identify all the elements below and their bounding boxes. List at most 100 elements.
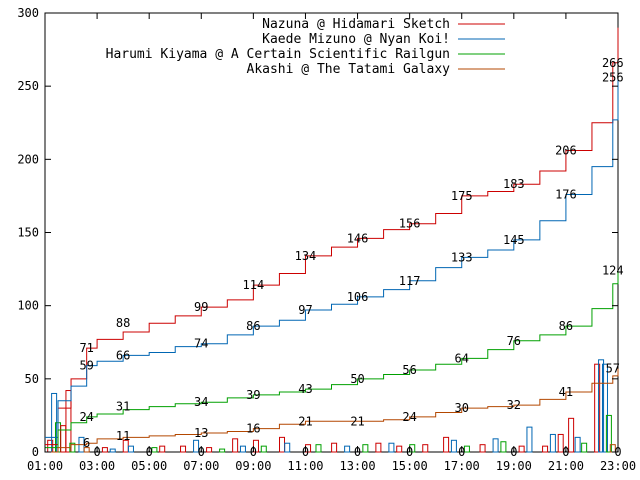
bar-22 [279,436,286,453]
data-label-s3-2: 13 [194,426,208,440]
data-label-s2-9: 86 [559,319,573,333]
data-label-s1-1: 66 [116,348,130,362]
data-label-s0-0: 71 [79,341,93,355]
bar-47 [581,442,588,453]
bar-48 [594,363,601,453]
bar-15 [193,439,200,453]
bars-layer [47,359,616,453]
series-line-2 [45,270,619,449]
bar-28 [362,444,369,453]
bar-label-4: 0 [302,445,309,459]
bar-25 [315,444,322,453]
data-label-s3-7: 30 [455,401,469,415]
bar-16 [206,447,213,453]
data-label-s3-10: 57 [606,362,620,376]
y-tick-label-4: 200 [17,152,39,166]
bar-17 [219,448,226,453]
bar-label-9: 0 [562,445,569,459]
bar-29 [375,442,382,453]
bar-30 [388,442,395,453]
bar-label-10: 0 [614,445,621,459]
y-tick-label-6: 300 [17,6,39,20]
bar-35 [450,439,457,453]
data-label-s2-4: 43 [298,382,312,396]
bar-49 [598,359,605,453]
data-label-s1-0: 59 [79,359,93,373]
bar-18 [232,438,239,453]
bar-label-7: 0 [458,445,465,459]
bar-40 [518,445,525,453]
bar-36 [463,445,470,453]
bar-19 [239,445,246,453]
series-line-0 [45,27,619,446]
bar-39 [500,441,507,453]
bar-13 [159,445,166,453]
data-label-s2-7: 64 [455,351,469,365]
data-label-s1-4: 97 [298,303,312,317]
data-label-s3-8: 32 [507,398,521,412]
bar-34 [443,436,450,453]
y-tick-label-1: 50 [25,372,39,386]
data-label-s1-10: 256 [602,70,624,84]
y-tick-label-0: 0 [32,445,39,459]
data-label-s2-10: 124 [602,264,624,278]
x-tick-label-1: 03:00 [79,459,115,473]
bar-7 [83,447,90,453]
data-label-s1-5: 106 [347,290,369,304]
x-tick-label-2: 05:00 [131,459,167,473]
data-label-s2-6: 56 [402,363,416,377]
bar-label-1: 0 [146,445,153,459]
x-tick-label-0: 01:00 [27,459,63,473]
x-tick-label-5: 11:00 [287,459,323,473]
data-label-s0-4: 134 [295,249,317,263]
x-tick-label-7: 15:00 [392,459,428,473]
data-label-s1-6: 117 [399,274,421,288]
bar-14 [180,445,187,453]
data-label-s3-0: 6 [83,436,90,450]
bar-51 [605,414,612,453]
x-tick-label-8: 17:00 [444,459,480,473]
x-tick-label-11: 23:00 [600,459,636,473]
data-label-s1-9: 176 [555,187,577,201]
data-label-s0-10: 266 [602,56,624,70]
data-label-s3-3: 16 [246,422,260,436]
data-label-s3-5: 21 [350,414,364,428]
bar-label-6: 0 [406,445,413,459]
bar-45 [568,417,575,453]
bar-4 [65,390,72,453]
bar-38 [492,438,499,453]
data-label-s0-6: 156 [399,217,421,231]
x-tick-label-3: 07:00 [183,459,219,473]
data-label-s0-5: 146 [347,231,369,245]
lines-layer [45,27,619,453]
data-label-s0-2: 99 [194,300,208,314]
bar-12 [151,447,158,453]
x-tick-label-10: 21:00 [548,459,584,473]
legend-label-0: Nazuna @ Hidamari Sketch [262,17,450,32]
x-axis: 01:00 03:00 05:00 07:00 09:00 11:00 13:00 15:00… [27,13,636,473]
bar-label-3: 0 [250,445,257,459]
bar-9 [109,448,116,453]
bar-8 [101,447,108,453]
data-label-s2-1: 31 [116,400,130,414]
bar-31 [396,445,403,453]
legend-label-1: Kaede Mizuno @ Nyan Koi! [262,32,450,47]
bar-43 [549,433,556,453]
bar-label-5: 0 [354,445,361,459]
data-labels-layer: 7188991141341461561751832062665966748697… [79,56,623,459]
bar-50 [601,363,608,453]
data-label-s2-0: 24 [79,410,93,424]
data-label-s0-1: 88 [116,316,130,330]
bar-37 [479,444,486,453]
x-tick-label-6: 13:00 [339,459,375,473]
data-label-s2-2: 34 [194,395,208,409]
data-label-s1-2: 74 [194,337,208,351]
data-label-s3-6: 24 [402,410,416,424]
data-label-s3-9: 41 [559,385,573,399]
data-label-s0-3: 114 [243,278,265,292]
data-label-s2-8: 76 [507,334,521,348]
data-label-s1-7: 133 [451,250,473,264]
